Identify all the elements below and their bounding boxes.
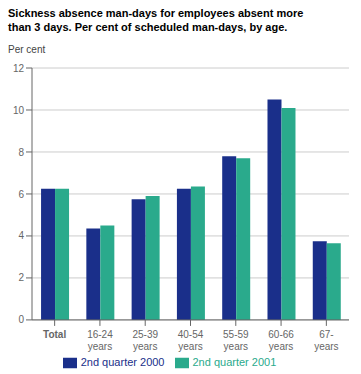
svg-text:10: 10 bbox=[13, 105, 25, 116]
svg-text:16-24years: 16-24years bbox=[87, 329, 113, 352]
html-text:2nd quarter 2001: 2nd quarter 2001 bbox=[192, 355, 277, 368]
html-text:Sickness absence man-days for: Sickness absence man-days for employees … bbox=[8, 7, 304, 19]
svg-text:25-39years: 25-39years bbox=[132, 329, 158, 352]
svg-text:67-years: 67-years bbox=[314, 329, 338, 352]
svg-text:12: 12 bbox=[13, 63, 25, 74]
svg-text:40-54years: 40-54years bbox=[178, 329, 204, 352]
html-text:2nd quarter 2000: 2nd quarter 2000 bbox=[80, 355, 165, 368]
svg-text:0: 0 bbox=[18, 314, 24, 325]
html-text:Per cent: Per cent bbox=[8, 44, 46, 55]
svg-text:6: 6 bbox=[18, 189, 24, 200]
svg-text:8: 8 bbox=[18, 147, 24, 158]
svg-text:60-66years: 60-66years bbox=[268, 329, 294, 352]
svg-text:4: 4 bbox=[18, 230, 24, 241]
html-text:than 3 days. Per cent of sched: than 3 days. Per cent of scheduled man-d… bbox=[8, 21, 288, 33]
svg-text:2: 2 bbox=[18, 272, 24, 283]
svg-text:Total: Total bbox=[43, 329, 66, 340]
svg-text:55-59years: 55-59years bbox=[223, 329, 249, 352]
